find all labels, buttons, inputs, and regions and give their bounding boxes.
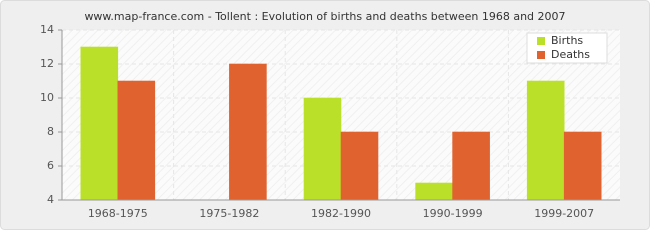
legend-label: Births [551,34,583,47]
legend-swatch [537,51,545,59]
chart: www.map-france.com - Tollent : Evolution… [0,0,650,230]
bar [415,182,453,201]
legend-swatch [537,37,545,45]
x-tick-label: 1990-1999 [423,207,483,220]
bar [80,46,119,201]
bar [229,63,267,201]
bar [117,80,156,201]
x-tick-label: 1982-1990 [311,207,371,220]
bar [526,80,565,201]
y-tick-label: 6 [47,159,54,172]
y-tick-label: 8 [47,125,54,138]
y-tick-label: 14 [40,23,54,36]
bar [303,97,342,201]
y-tick-label: 4 [47,193,54,206]
bar [340,131,379,201]
x-tick-label: 1999-2007 [534,207,594,220]
bar [452,131,490,201]
x-tick-label: 1975-1982 [199,207,259,220]
chart-title: www.map-france.com - Tollent : Evolution… [84,10,565,23]
y-tick-label: 10 [40,91,54,104]
legend-label: Deaths [551,48,590,61]
x-tick-label: 1968-1975 [88,207,148,220]
y-tick-label: 12 [40,57,54,70]
bar [563,131,602,201]
